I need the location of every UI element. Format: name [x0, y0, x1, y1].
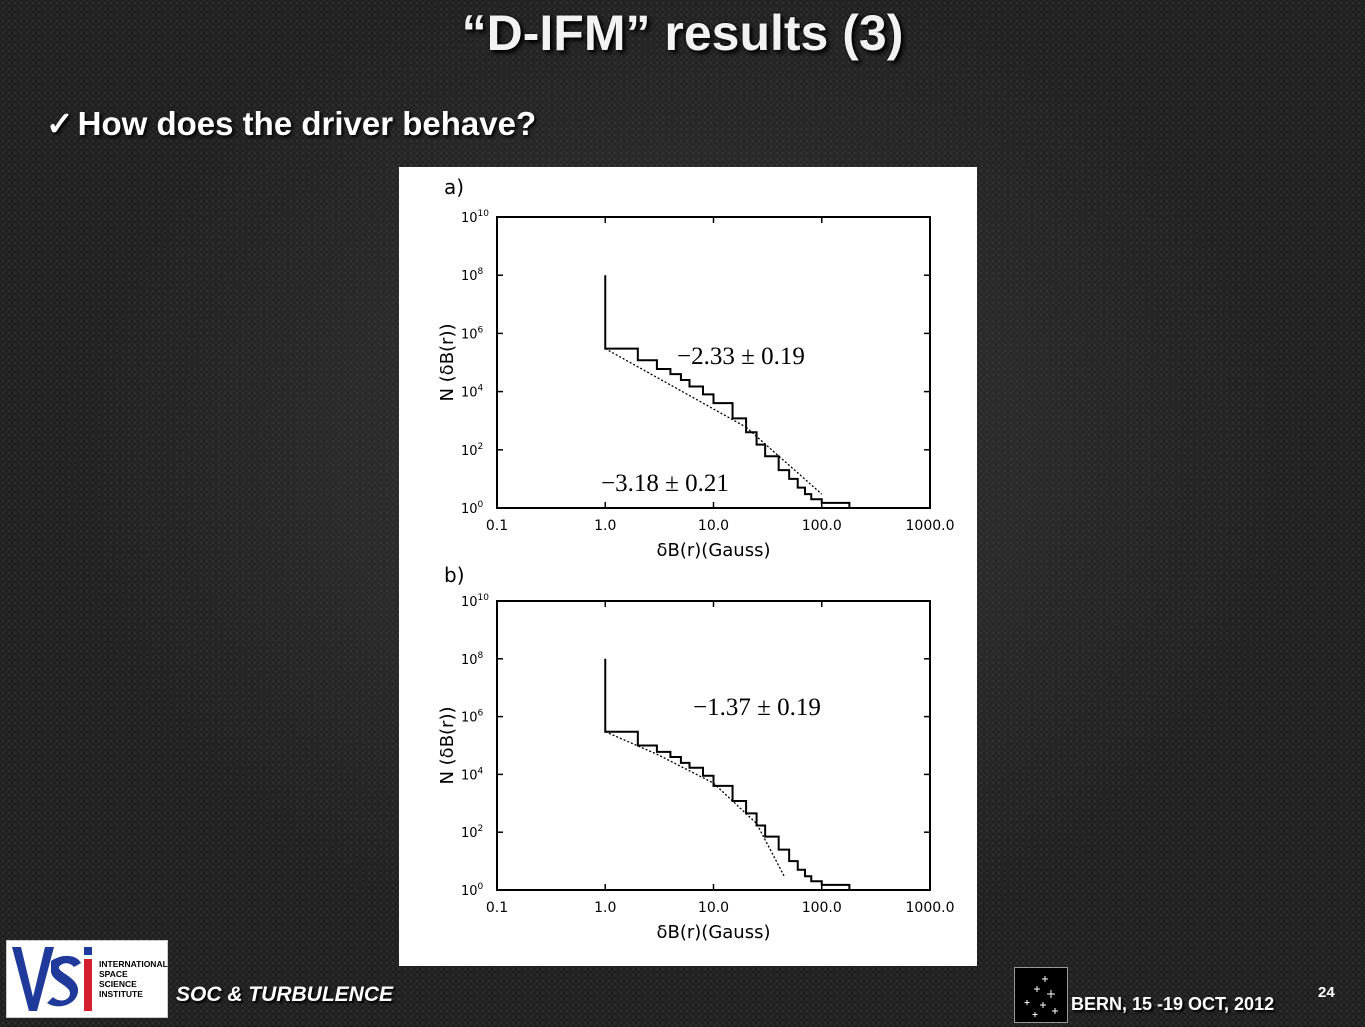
panel-label: a) [444, 175, 464, 199]
histogram-series [604, 275, 851, 508]
x-tick-label: 1000.0 [906, 518, 955, 534]
slide-title: “D-IFM” results (3) [461, 5, 904, 61]
x-tick-label: 1000.0 [906, 900, 955, 916]
y-tick-label: 102 [461, 442, 483, 459]
checkmark-icon: ✓ [46, 105, 74, 142]
y-tick-label: 104 [461, 384, 484, 401]
y-tick-label: 100 [461, 500, 484, 517]
fit-slope-annotation: −3.18 ± 0.21 [601, 470, 729, 497]
figure-svg: a) 0.1 1.0 10.0 100.0 1000.0 100 102 104 106 108 10… [437, 175, 955, 943]
x-tick-label: 100.0 [802, 900, 842, 916]
figure-panel: a) 0.1 1.0 10.0 100.0 1000.0 100 102 104 106 108 10… [399, 167, 977, 966]
y-tick-label: 1010 [461, 209, 489, 226]
powerlaw-fit-line [745, 426, 823, 495]
issi-logo-mark [12, 947, 92, 1011]
x-tick-label: 10.0 [698, 900, 729, 916]
x-axis-label: δB(r)(Gauss) [657, 922, 771, 943]
footer-event-name: SOC & TURBULENCE [176, 983, 394, 1006]
chart-panel-b: b) 0.1 1.0 10.0 100.0 1000.0 100 102 104 106 108 10… [437, 563, 955, 943]
x-axis-label: δB(r)(Gauss) [657, 540, 771, 561]
y-tick-label: 1010 [461, 593, 489, 610]
x-tick-label: 0.1 [486, 900, 508, 916]
y-tick-label: 106 [461, 709, 484, 726]
issi-logo: INTERNATIONAL SPACE SCIENCE INSTITUTE [6, 940, 168, 1018]
y-tick-label: 108 [461, 651, 484, 668]
y-axis-label: N (δB(r)) [437, 706, 458, 784]
bullet-text: How does the driver behave? [77, 105, 537, 142]
x-tick-label: 1.0 [594, 518, 616, 534]
bullet-item: ✓ How does the driver behave? [46, 104, 536, 143]
fit-slope-annotation: −2.33 ± 0.19 [677, 343, 805, 370]
slide-number: 24 [1318, 984, 1335, 1001]
x-tick-label: 10.0 [698, 518, 729, 534]
panel-label: b) [444, 563, 465, 587]
stars-logo-icon [1014, 967, 1068, 1023]
y-axis-label: N (δB(r)) [437, 323, 458, 401]
footer-location-date: BERN, 15 -19 OCT, 2012 [1071, 994, 1275, 1014]
issi-logo-text: INTERNATIONAL SPACE SCIENCE INSTITUTE [99, 959, 168, 999]
x-tick-label: 0.1 [486, 518, 508, 534]
x-tick-label: 1.0 [594, 900, 616, 916]
plot-frame [496, 600, 931, 891]
chart-panel-a: a) 0.1 1.0 10.0 100.0 1000.0 100 102 104 106 108 10… [437, 175, 955, 561]
x-tick-label: 100.0 [802, 518, 842, 534]
y-tick-label: 108 [461, 267, 484, 284]
powerlaw-fit-line [604, 348, 747, 428]
y-tick-label: 100 [461, 882, 484, 899]
fit-slope-annotation: −1.37 ± 0.19 [693, 694, 821, 721]
y-tick-label: 104 [461, 766, 484, 783]
y-tick-label: 106 [461, 325, 484, 342]
y-tick-label: 102 [461, 824, 483, 841]
powerlaw-fit-line [604, 731, 785, 877]
